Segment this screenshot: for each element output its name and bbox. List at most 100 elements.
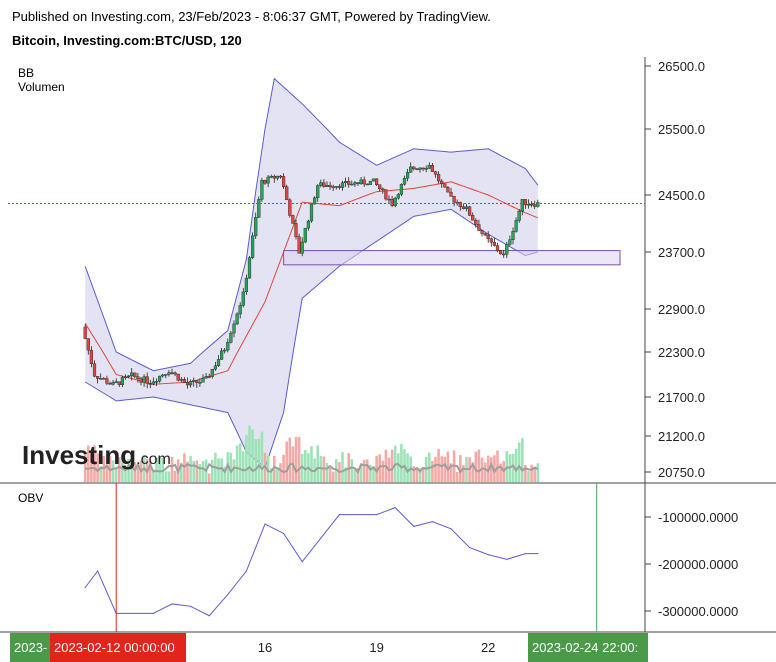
volume-bar bbox=[164, 471, 168, 482]
volume-bar bbox=[328, 468, 332, 482]
volume-bar bbox=[251, 429, 254, 482]
candle bbox=[142, 376, 146, 383]
candle bbox=[424, 168, 428, 170]
candle bbox=[210, 368, 214, 377]
x-label-box-right bbox=[528, 633, 648, 662]
volume-bar bbox=[229, 452, 233, 482]
volume-bar bbox=[400, 444, 403, 482]
candle bbox=[102, 378, 106, 380]
candle bbox=[167, 372, 171, 375]
x-tick-label: 22 bbox=[481, 640, 495, 655]
volume-bar bbox=[201, 461, 205, 482]
volume-bar bbox=[412, 466, 416, 482]
volume-bar bbox=[198, 464, 202, 482]
volume-bar bbox=[455, 471, 459, 482]
candle bbox=[219, 350, 224, 360]
legend-volume: Volumen bbox=[18, 80, 65, 94]
legend-bb: BB bbox=[18, 66, 34, 80]
x-label-box-left bbox=[10, 633, 50, 662]
volume-bar bbox=[397, 453, 400, 482]
candle bbox=[523, 199, 527, 206]
candle bbox=[285, 186, 289, 201]
candle bbox=[188, 381, 193, 386]
candle bbox=[393, 197, 397, 206]
obv-point bbox=[487, 554, 489, 556]
candle bbox=[182, 379, 186, 383]
candle bbox=[257, 199, 261, 218]
candle bbox=[145, 376, 149, 384]
obv-point bbox=[152, 612, 154, 614]
candle bbox=[288, 199, 292, 216]
candle bbox=[120, 377, 124, 385]
volume-bar bbox=[149, 460, 152, 482]
candle bbox=[375, 178, 379, 185]
candle bbox=[350, 183, 354, 186]
volume-bar bbox=[173, 470, 177, 482]
volume-bar bbox=[443, 456, 447, 482]
candle bbox=[359, 179, 363, 184]
candle bbox=[247, 257, 252, 279]
candle bbox=[157, 375, 162, 382]
candle bbox=[117, 381, 121, 385]
candle bbox=[176, 373, 180, 381]
obv-tick-label: -100000.0000 bbox=[658, 510, 738, 525]
obv-point bbox=[537, 553, 539, 555]
candle bbox=[213, 365, 217, 370]
candle bbox=[300, 241, 304, 254]
obv-point bbox=[431, 521, 433, 523]
volume-bar bbox=[474, 451, 478, 482]
volume-bar bbox=[483, 462, 487, 482]
candle bbox=[161, 374, 165, 377]
candle bbox=[263, 180, 267, 184]
candle bbox=[427, 165, 431, 169]
volume-bar bbox=[362, 459, 366, 482]
candle bbox=[154, 381, 159, 383]
volume-bar bbox=[350, 459, 354, 482]
candle bbox=[229, 332, 233, 343]
candle bbox=[303, 227, 307, 243]
volume-bar bbox=[390, 449, 394, 482]
candle bbox=[362, 179, 366, 185]
volume-bar bbox=[238, 443, 242, 482]
candle bbox=[353, 182, 357, 185]
obv-point bbox=[208, 615, 210, 617]
volume-bar bbox=[375, 455, 378, 482]
candle bbox=[173, 372, 177, 375]
candle bbox=[151, 381, 155, 385]
price-tick-label: 25500.0 bbox=[658, 122, 705, 137]
candle bbox=[371, 178, 376, 182]
volume-bar bbox=[533, 466, 536, 482]
volume-bar bbox=[93, 445, 96, 482]
candle bbox=[384, 189, 388, 200]
candle bbox=[272, 175, 276, 179]
candle bbox=[399, 184, 403, 195]
price-tick-label: 23700.0 bbox=[658, 245, 705, 260]
candle bbox=[83, 326, 87, 339]
volume-bar bbox=[434, 456, 437, 482]
candle bbox=[275, 175, 279, 179]
candle bbox=[170, 372, 174, 374]
candle bbox=[331, 186, 335, 188]
volume-bar bbox=[83, 451, 87, 482]
candle bbox=[452, 196, 456, 203]
candle bbox=[440, 180, 444, 184]
volume-bar bbox=[493, 455, 496, 482]
volume-bar bbox=[514, 448, 518, 482]
volume-bar bbox=[477, 449, 481, 482]
volume-bar bbox=[118, 457, 121, 482]
volume-bar bbox=[517, 442, 521, 482]
candle bbox=[241, 291, 245, 306]
volume-bar bbox=[421, 467, 425, 482]
x-label-right: 2023-02-24 22:00: bbox=[532, 640, 638, 655]
x-tick-label: 19 bbox=[369, 640, 383, 655]
candle bbox=[192, 380, 196, 382]
obv-point bbox=[190, 605, 192, 607]
candle bbox=[201, 377, 205, 383]
candle bbox=[316, 185, 320, 199]
obv-point bbox=[338, 514, 340, 516]
candle bbox=[139, 378, 143, 383]
volume-bar bbox=[310, 446, 313, 482]
candle bbox=[415, 168, 419, 170]
obv-point bbox=[506, 558, 508, 560]
